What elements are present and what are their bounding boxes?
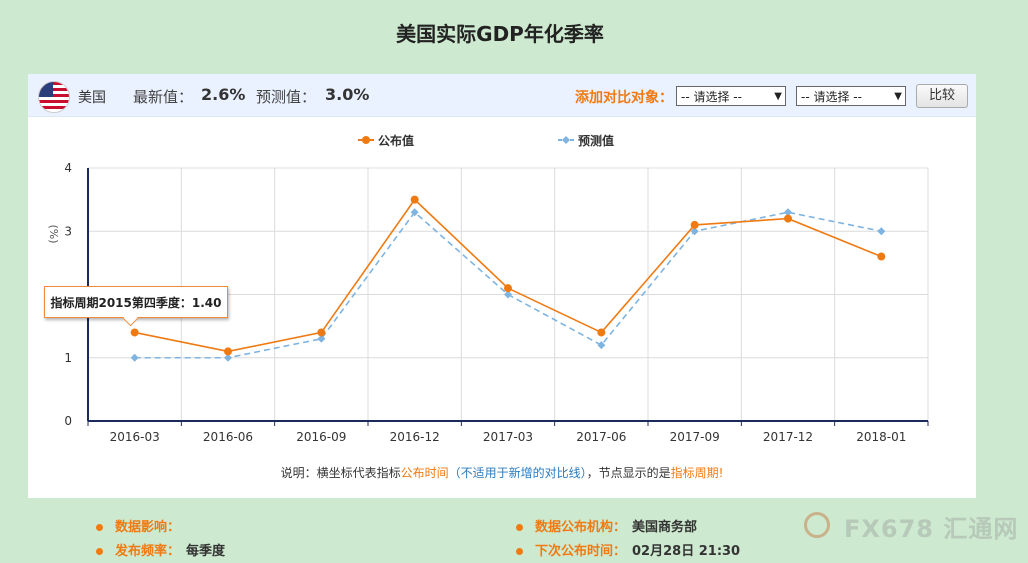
gdp-line-chart: 012342016-032016-062016-092016-122017-03… [47, 133, 929, 444]
bullet-icon [96, 548, 103, 555]
y-tick-label: 3 [64, 224, 72, 238]
y-axis-label: (%) [47, 224, 60, 243]
indicator-bar: 美国 最新值： 2.6% 预测值： 3.0% 添加对比对象： -- 请选择 --… [28, 74, 976, 117]
legend-label: 预测值 [578, 133, 614, 148]
data-point-actual [877, 252, 886, 261]
chart-note: 说明：横坐标代表指标公布时间（不适用于新增的对比线），节点显示的是指标周期! [28, 464, 976, 481]
y-tick-label: 4 [64, 161, 72, 175]
x-tick-label: 2018-01 [856, 430, 906, 444]
legend-marker [562, 136, 570, 144]
x-tick-label: 2017-12 [763, 430, 813, 444]
x-tick-label: 2017-03 [483, 430, 533, 444]
add-compare-label: 添加对比对象： [575, 90, 673, 106]
compare-button[interactable]: 比较 [916, 84, 968, 108]
data-point-actual [410, 195, 419, 204]
data-point-actual [130, 328, 139, 337]
info-frequency: 发布频率： 每季度 [96, 540, 225, 559]
next-release-value: 02月28日 21:30 [632, 544, 741, 559]
x-tick-label: 2016-03 [110, 430, 160, 444]
agency-label: 数据公布机构： [535, 520, 627, 535]
note-not-applicable: （不适用于新增的对比线） [448, 466, 587, 480]
x-tick-label: 2017-09 [670, 430, 720, 444]
series-line-actual [134, 198, 882, 353]
country-name: 美国 [78, 90, 106, 106]
note-publish-time: 公布时间 [400, 466, 449, 480]
data-point-forecast [224, 353, 232, 362]
data-tooltip: 指标周期2015第四季度：1.40 [44, 286, 228, 318]
data-point-forecast [877, 227, 886, 236]
dropdown-arrow-icon: ▼ [774, 91, 782, 102]
data-point-actual [224, 347, 232, 356]
bullet-icon [516, 548, 523, 555]
info-next-release: 下次公布时间： 02月28日 21:30 [516, 540, 740, 559]
compare-select-1-value: -- 请选择 -- [681, 90, 742, 104]
x-tick-label: 2016-09 [296, 430, 346, 444]
data-point-actual [690, 220, 699, 229]
bullet-icon [516, 524, 523, 531]
legend-label: 公布值 [378, 133, 414, 148]
forecast-value: 3.0% [325, 85, 370, 104]
fx678-logo-icon [804, 512, 830, 538]
next-release-label: 下次公布时间： [535, 544, 627, 559]
forecast-value-label: 预测值： [256, 88, 317, 106]
data-point-actual [784, 214, 792, 223]
y-tick-label: 0 [64, 414, 72, 428]
compare-select-2[interactable]: -- 请选择 -- ▼ [796, 86, 906, 106]
info-agency: 数据公布机构： 美国商务部 [516, 516, 697, 535]
info-impact: 数据影响： [96, 516, 186, 535]
compare-select-2-value: -- 请选择 -- [801, 90, 862, 104]
us-flag-icon [38, 81, 70, 113]
data-point-forecast [784, 208, 792, 217]
note-period: 指标周期! [670, 466, 724, 480]
note-prefix: 说明：横坐标代表指标 [280, 466, 401, 480]
data-point-actual [317, 328, 326, 337]
agency-value: 美国商务部 [632, 520, 698, 535]
x-tick-label: 2016-12 [390, 430, 440, 444]
data-point-forecast [597, 341, 606, 350]
latest-value-label: 最新值： [133, 88, 194, 106]
legend-marker [362, 136, 370, 144]
impact-label: 数据影响： [115, 520, 181, 535]
x-tick-label: 2016-06 [203, 430, 253, 444]
y-tick-label: 1 [64, 351, 72, 365]
data-point-forecast [130, 353, 139, 362]
x-tick-label: 2017-06 [576, 430, 626, 444]
note-middle: ，节点显示的是 [586, 466, 671, 480]
chart-panel: 美国 最新值： 2.6% 预测值： 3.0% 添加对比对象： -- 请选择 --… [28, 74, 976, 498]
frequency-value: 每季度 [186, 544, 226, 559]
latest-value: 2.6% [201, 85, 246, 104]
compare-select-1[interactable]: -- 请选择 -- ▼ [676, 86, 786, 106]
frequency-label: 发布频率： [115, 544, 181, 559]
data-point-actual [597, 328, 606, 337]
dropdown-arrow-icon: ▼ [894, 91, 902, 102]
bullet-icon [96, 524, 103, 531]
data-point-forecast [317, 334, 326, 343]
data-point-forecast [504, 290, 512, 299]
data-point-forecast [690, 227, 699, 236]
data-point-actual [504, 284, 512, 293]
data-point-forecast [410, 208, 419, 217]
page-title: 美国实际GDP年化季率 [396, 22, 604, 46]
watermark-text: FX678 汇通网 [844, 515, 1019, 543]
